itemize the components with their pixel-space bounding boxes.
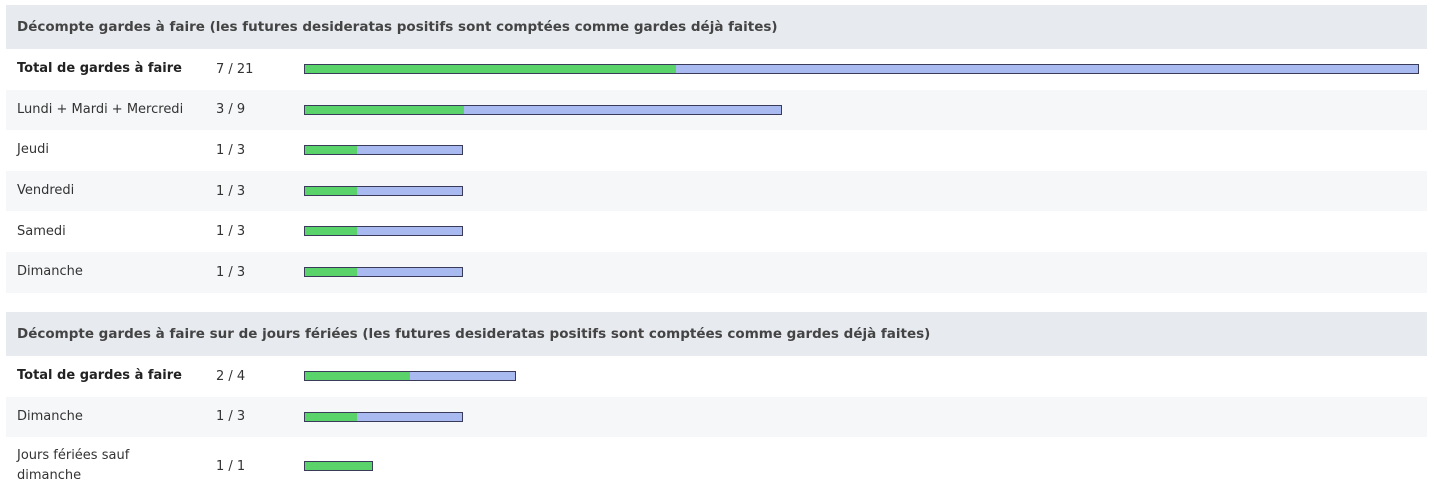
section-title: Décompte gardes à faire sur de jours fér…	[6, 312, 1427, 356]
table-row: Total de gardes à faire 2 / 4	[6, 356, 1427, 397]
progress-bar-fill	[305, 65, 676, 73]
row-label: Vendredi	[17, 183, 75, 199]
row-count: 1 / 3	[216, 183, 246, 199]
progress-bar	[304, 226, 463, 237]
section-title: Décompte gardes à faire (les futures des…	[6, 5, 1427, 49]
row-label: Samedi	[17, 223, 66, 239]
table-row: Total de gardes à faire 7 / 21	[6, 49, 1427, 90]
progress-bar	[304, 411, 463, 422]
progress-bar-fill	[305, 372, 410, 380]
section-jours-feries: Décompte gardes à faire sur de jours fér…	[6, 312, 1427, 495]
table-row: Dimanche 1 / 3	[6, 396, 1427, 438]
table-row: Jeudi 1 / 3	[6, 130, 1427, 171]
progress-bar-fill	[305, 146, 358, 155]
table-row: Samedi 1 / 3	[6, 211, 1427, 252]
row-label: Dimanche	[17, 408, 83, 424]
row-label: Total de gardes à faire	[17, 368, 182, 384]
progress-bar	[304, 145, 463, 156]
row-label: Lundi + Mardi + Mercredi	[17, 101, 184, 117]
row-label: Dimanche	[17, 264, 83, 280]
progress-bar-fill	[305, 227, 358, 236]
progress-bar-fill	[305, 267, 358, 276]
progress-bar-fill	[305, 186, 358, 195]
row-count: 2 / 4	[216, 368, 246, 384]
progress-bar	[304, 104, 782, 115]
row-count: 1 / 3	[216, 264, 246, 280]
progress-bar-fill	[305, 412, 358, 421]
table-row: Jours fériées sauf dimanche 1 / 1	[6, 437, 1427, 495]
row-count: 1 / 3	[216, 409, 246, 425]
row-count: 1 / 1	[216, 458, 246, 474]
row-count: 3 / 9	[216, 102, 246, 118]
progress-bar-fill	[305, 462, 372, 471]
section-gardes: Décompte gardes à faire (les futures des…	[6, 5, 1427, 293]
row-label: Total de gardes à faire	[17, 61, 182, 77]
table-row: Dimanche 1 / 3	[6, 251, 1427, 293]
progress-bar	[304, 461, 373, 472]
progress-bar	[304, 185, 463, 196]
progress-bar-fill	[305, 105, 464, 114]
row-count: 7 / 21	[216, 61, 254, 77]
row-count: 1 / 3	[216, 142, 246, 158]
progress-bar	[304, 371, 516, 381]
row-label: Jeudi	[17, 142, 49, 158]
progress-bar	[304, 266, 463, 277]
table-row: Vendredi 1 / 3	[6, 170, 1427, 212]
row-label: Jours fériées sauf dimanche	[17, 448, 130, 484]
row-count: 1 / 3	[216, 224, 246, 240]
progress-bar	[304, 64, 1419, 74]
table-row: Lundi + Mardi + Mercredi 3 / 9	[6, 89, 1427, 131]
